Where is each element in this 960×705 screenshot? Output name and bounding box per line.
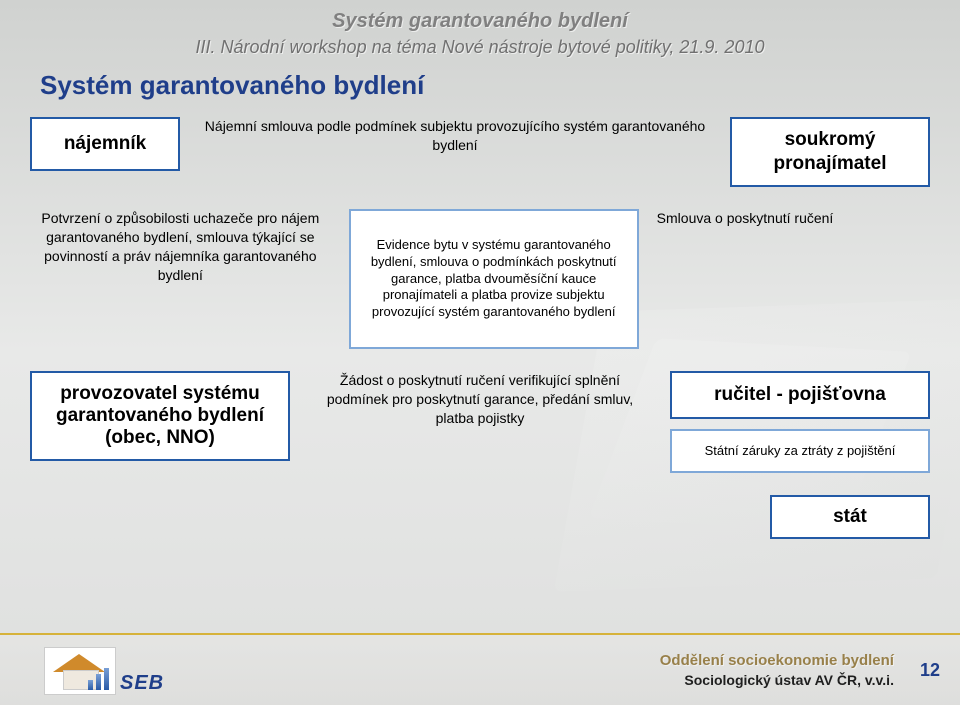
box-state-guarantee: Státní záruky za ztráty z pojištění <box>670 429 930 473</box>
footer-text: Oddělení socioekonomie bydlení Sociologi… <box>660 651 894 689</box>
label-request: Žádost o poskytnutí ručení verifikující … <box>308 371 652 428</box>
box-tenant: nájemník <box>30 117 180 171</box>
diagram-row-4: stát <box>30 495 930 539</box>
box-state: stát <box>770 495 930 539</box>
slide-page: Systém garantovaného bydlení III. Národn… <box>0 0 960 705</box>
slide-title: Systém garantovaného bydlení <box>40 70 960 101</box>
box-guarantor: ručitel - pojišťovna <box>670 371 930 419</box>
diagram-row-2: Potvrzení o způsobilosti uchazeče pro ná… <box>30 209 930 349</box>
label-eligibility: Potvrzení o způsobilosti uchazeče pro ná… <box>30 209 331 285</box>
slide-footer: SEB Oddělení socioekonomie bydlení Socio… <box>0 633 960 705</box>
page-number: 12 <box>920 660 940 681</box>
logo: SEB <box>44 647 164 695</box>
header-subtitle: III. Národní workshop na téma Nové nástr… <box>0 37 960 58</box>
header-title: Systém garantovaného bydlení <box>0 10 960 33</box>
diagram: nájemník Nájemní smlouva podle podmínek … <box>0 117 960 539</box>
logo-text: SEB <box>120 672 164 695</box>
logo-icon <box>44 647 116 695</box>
box-evidence: Evidence bytu v systému garantovaného by… <box>349 209 639 349</box>
box-landlord: soukromý pronajímatel <box>730 117 930 187</box>
footer-department: Oddělení socioekonomie bydlení <box>660 651 894 671</box>
label-lease-contract: Nájemní smlouva podle podmínek subjektu … <box>198 117 712 155</box>
slide-header: Systém garantovaného bydlení III. Národn… <box>0 0 960 58</box>
guarantor-column: ručitel - pojišťovna Státní záruky za zt… <box>670 371 930 473</box>
box-operator: provozovatel systému garantovaného bydle… <box>30 371 290 461</box>
label-surety-contract: Smlouva o poskytnutí ručení <box>657 209 930 228</box>
diagram-row-1: nájemník Nájemní smlouva podle podmínek … <box>30 117 930 187</box>
diagram-row-3: provozovatel systému garantovaného bydle… <box>30 371 930 473</box>
footer-institute: Sociologický ústav AV ČR, v.v.i. <box>660 671 894 689</box>
